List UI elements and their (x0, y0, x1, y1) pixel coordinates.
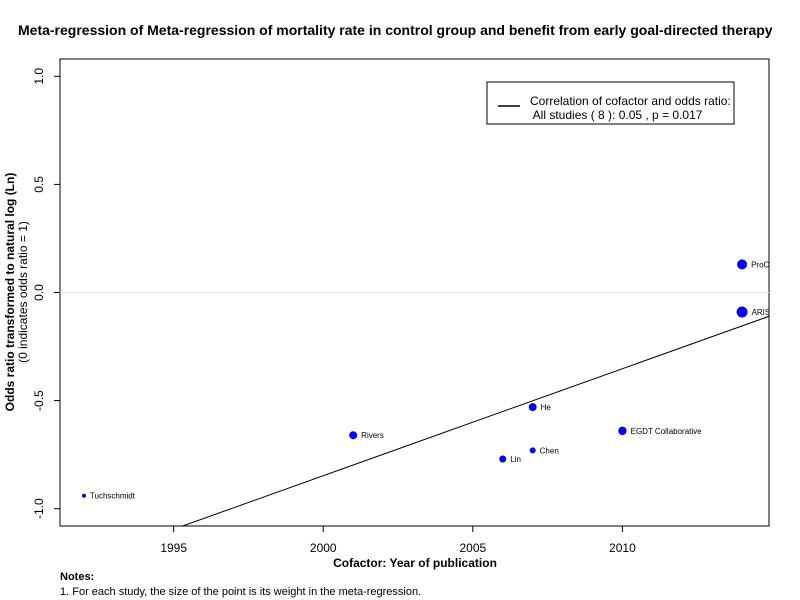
data-point (737, 259, 748, 270)
data-point (81, 493, 86, 498)
y-tick-label: 0.0 (32, 284, 46, 301)
y-tick-label: 0.5 (32, 176, 46, 193)
data-points: Tuchschmidt Rivers Lin He Chen EGDT Collabora… (81, 259, 785, 501)
y-axis-label: Odds ratio transformed to natural log (L… (3, 173, 17, 412)
data-point-label: ARISE (752, 308, 776, 317)
data-point-label: He (541, 403, 552, 412)
y-axis: -1.0 -0.5 0.0 0.5 1.0 (32, 68, 60, 519)
data-point-label: Chen (540, 446, 559, 455)
data-point (529, 447, 536, 454)
data-point-label: ProCESS (751, 260, 785, 269)
legend: Correlation of cofactor and odds ratio: … (486, 81, 735, 125)
x-tick-label: 2010 (609, 541, 636, 555)
chart-title: Meta-regression of Meta-regression of mo… (18, 22, 773, 38)
data-point-label: Rivers (361, 431, 384, 440)
data-point (499, 455, 507, 463)
notes-text: 1. For each study, the size of the point… (60, 586, 422, 598)
data-point-label: EGDT Collaborative (631, 427, 703, 436)
x-tick-label: 2000 (310, 541, 337, 555)
y-axis-sublabel: (0 indicates odds ratio = 1) (16, 221, 30, 363)
y-tick-label: -0.5 (32, 390, 46, 411)
data-point (736, 306, 748, 318)
y-tick-label: -1.0 (32, 498, 46, 519)
data-point (349, 431, 358, 440)
y-tick-label: 1.0 (32, 68, 46, 85)
legend-line1: Correlation of cofactor and odds ratio: (530, 94, 731, 108)
x-axis-label: Cofactor: Year of publication (333, 556, 497, 570)
data-point (528, 403, 537, 412)
x-tick-label: 1995 (160, 541, 187, 555)
notes-title: Notes: (60, 571, 95, 583)
data-point-label: Tuchschmidt (90, 492, 136, 501)
legend-box (486, 81, 735, 125)
regression-line (182, 315, 769, 526)
x-tick-label: 2005 (459, 541, 486, 555)
legend-line2: All studies ( 8 ): 0.05 , p = 0.017 (530, 108, 703, 122)
data-point (618, 426, 627, 436)
x-axis: 1995 2000 2005 2010 (160, 526, 636, 555)
data-point-label: Lin (510, 455, 521, 464)
